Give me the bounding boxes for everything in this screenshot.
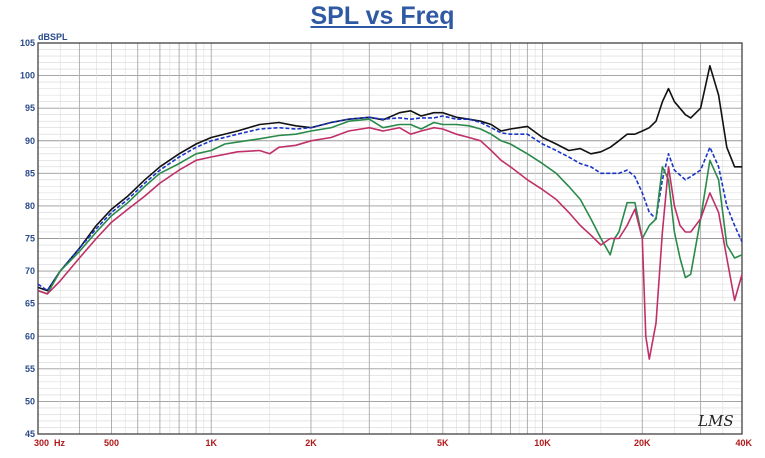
x-tick-label: 1K bbox=[205, 438, 217, 448]
y-tick-label: 100 bbox=[20, 71, 35, 81]
y-axis-label: dBSPL bbox=[38, 32, 68, 42]
y-tick-label: 70 bbox=[25, 266, 35, 276]
x-tick-label: 5K bbox=[437, 438, 449, 448]
series-line-2 bbox=[37, 115, 743, 292]
y-tick-label: 45 bbox=[25, 429, 35, 439]
series-group bbox=[37, 65, 743, 360]
plot-frame bbox=[37, 42, 743, 435]
x-tick-label: 300 bbox=[34, 438, 49, 448]
x-tick-label: 10K bbox=[534, 438, 551, 448]
series-line-1 bbox=[37, 65, 742, 292]
series-line-3 bbox=[37, 118, 743, 295]
x-tick-label: 40K bbox=[735, 438, 752, 448]
y-tick-label: 75 bbox=[25, 234, 35, 244]
y-tick-label: 95 bbox=[25, 103, 35, 113]
x-tick-label: 2K bbox=[305, 438, 317, 448]
chart-title: SPL vs Freq bbox=[310, 2, 455, 30]
y-axis-ticks: 45 50 55 60 65 70 75 80 85 90 95 100 105 bbox=[20, 38, 35, 439]
series-line-4 bbox=[37, 126, 743, 360]
y-tick-label: 85 bbox=[25, 168, 35, 178]
x-tick-label: 20K bbox=[634, 438, 651, 448]
y-tick-label: 50 bbox=[25, 396, 35, 406]
x-tick-label: 500 bbox=[104, 438, 119, 448]
grid bbox=[37, 42, 743, 435]
y-tick-label: 80 bbox=[25, 201, 35, 211]
y-tick-label: 105 bbox=[20, 38, 35, 48]
y-tick-label: 65 bbox=[25, 299, 35, 309]
y-tick-label: 90 bbox=[25, 136, 35, 146]
x-axis-label: Hz bbox=[54, 438, 65, 448]
lms-logo: LMS bbox=[697, 412, 734, 430]
y-tick-label: 55 bbox=[25, 364, 35, 374]
y-tick-label: 60 bbox=[25, 331, 35, 341]
x-axis-ticks: 300 500 1K 2K 5K 10K 20K 40K bbox=[34, 438, 752, 448]
